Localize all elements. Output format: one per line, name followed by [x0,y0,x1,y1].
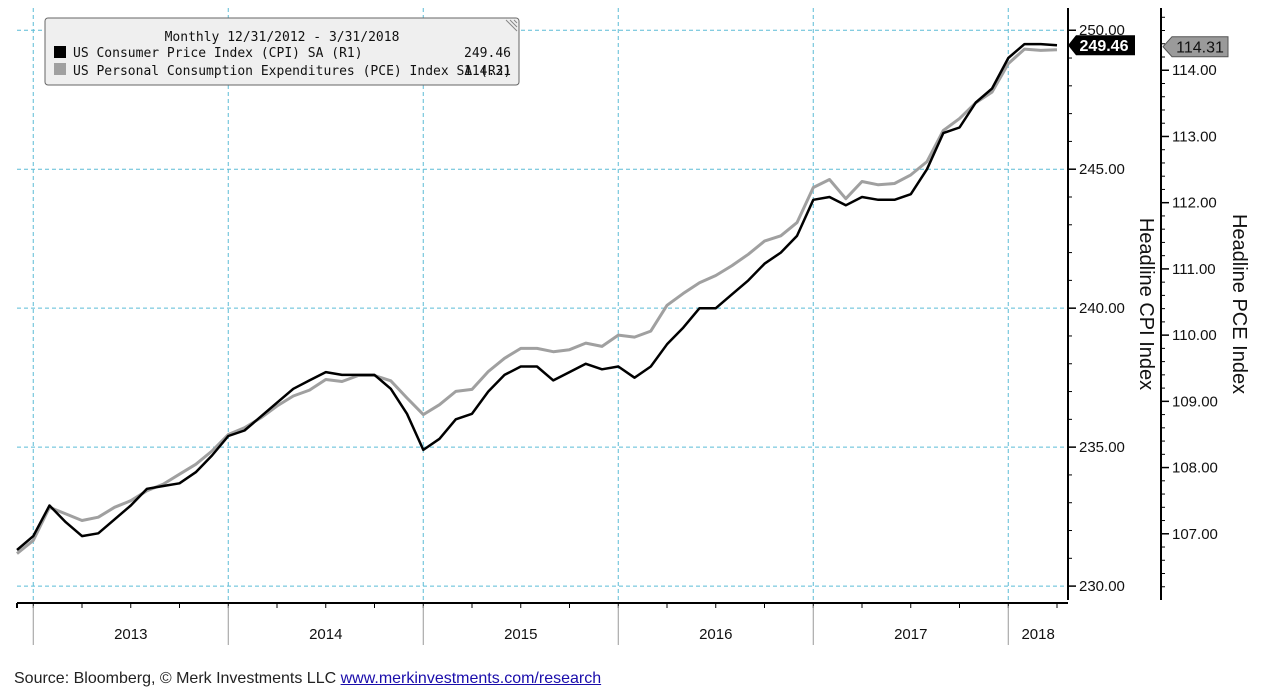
legend-header: Monthly 12/31/2012 - 3/31/2018 [165,30,400,45]
cpi-last-value-badge: 249.46 [1068,35,1135,56]
vertical-gridlines [32,8,1009,600]
legend-pce-label: US Personal Consumption Expenditures (PC… [73,64,511,79]
legend: Monthly 12/31/2012 - 3/31/2018 US Consum… [44,17,520,86]
legend-pce-value: 114.31 [464,64,511,79]
cpi-tick-label: 250.00 [1079,22,1125,39]
legend-pce-swatch [54,63,66,75]
year-label-2014: 2014 [309,626,342,643]
cpi-axis-ticks: 230.00 235.00 240.00 245.00 250.00 [1068,22,1125,595]
pce-axis-title: Headline PCE Index [1228,214,1250,394]
cpi-series-line [16,42,1058,551]
cpi-tick-label: 240.00 [1079,300,1125,317]
year-labels: 2013 2014 2015 2016 2017 2018 [114,626,1055,643]
pce-tick-label: 107.00 [1172,526,1218,543]
pce-tick-label: 114.00 [1172,62,1217,79]
year-label-2013: 2013 [114,626,147,643]
cpi-tick-label: 235.00 [1079,439,1125,456]
year-label-2017: 2017 [894,626,927,643]
year-label-2018: 2018 [1021,626,1054,643]
pce-axis-ticks: 107.00 108.00 109.00 110.00 111.00 112.00 113.… [1161,16,1218,588]
pce-last-value-text: 114.31 [1176,40,1224,57]
cpi-tick-label: 230.00 [1079,578,1125,595]
legend-cpi-label: US Consumer Price Index (CPI) SA (R1) [73,46,363,61]
source-link[interactable]: www.merkinvestments.com/research [340,670,602,687]
legend-cpi-swatch [54,46,66,58]
cpi-tick-label: 245.00 [1079,161,1125,178]
pce-series-line [16,47,1058,555]
pce-tick-label: 113.00 [1172,128,1217,145]
legend-resize-grip-icon [505,19,518,32]
pce-tick-label: 112.00 [1172,195,1217,212]
cpi-axis-title: Headline CPI Index [1135,218,1157,390]
year-separators [16,603,1009,645]
pce-last-value-badge: 114.31 [1162,36,1229,58]
pce-tick-label: 111.00 [1172,261,1216,278]
pce-tick-label: 110.00 [1172,327,1217,344]
legend-cpi-value: 249.46 [464,46,511,61]
year-label-2016: 2016 [699,626,732,643]
year-label-2015: 2015 [504,626,537,643]
source-note: Source: Bloomberg, © Merk Investments LL… [14,670,601,688]
pce-tick-label: 109.00 [1172,393,1218,410]
legend-box [44,17,520,86]
horizontal-gridlines [17,29,1068,587]
pce-tick-label: 108.00 [1172,460,1218,477]
source-text: Source: Bloomberg, © Merk Investments LL… [14,670,341,687]
cpi-last-value-text: 249.46 [1080,38,1129,55]
